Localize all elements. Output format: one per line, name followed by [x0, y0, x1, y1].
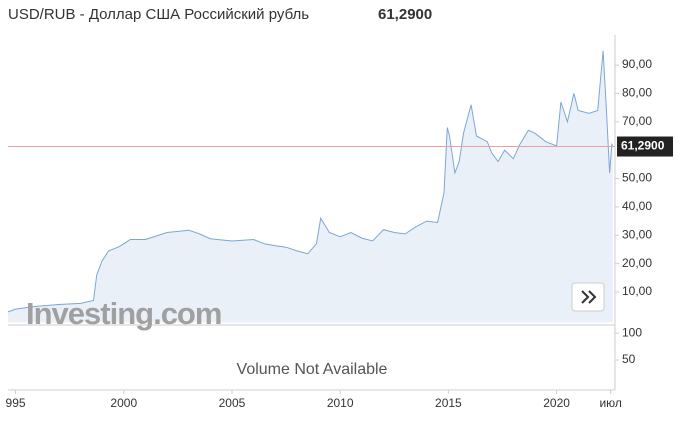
- last-price: 61,2900: [378, 6, 432, 23]
- y-tick-label: 20,00: [622, 256, 652, 270]
- y-tick-label: 90,00: [622, 57, 652, 71]
- x-tick-label: 2010: [327, 396, 354, 410]
- chart-title: USD/RUB - Доллар США Российский рубль: [8, 6, 309, 23]
- x-tick-label: июл: [599, 396, 621, 410]
- x-tick-label: 2020: [543, 396, 570, 410]
- y-tick-label: 50,00: [622, 171, 652, 185]
- last-price-box: [617, 136, 673, 157]
- volume-tick-label: 50: [622, 352, 636, 366]
- x-tick-label: 2015: [435, 396, 462, 410]
- line: [7, 50, 614, 313]
- watermark: Investing.com: [26, 296, 221, 331]
- area: [8, 50, 613, 323]
- scroll-button[interactable]: [571, 282, 605, 312]
- y-tick-label: 10,00: [622, 284, 652, 298]
- x-tick-label: 995: [6, 396, 26, 410]
- y-tick-label: 30,00: [622, 227, 652, 241]
- plot: [7, 50, 614, 323]
- volume-tick-label: 100: [622, 325, 642, 339]
- volume-note: Volume Not Available: [237, 361, 388, 378]
- y-tick-label: 80,00: [622, 86, 652, 100]
- last-price-label: 61,2900: [621, 139, 665, 153]
- y-tick-label: 40,00: [622, 199, 652, 213]
- x-tick-label: 2005: [219, 396, 246, 410]
- x-tick-label: 2000: [110, 396, 137, 410]
- y-tick-label: 70,00: [622, 114, 652, 128]
